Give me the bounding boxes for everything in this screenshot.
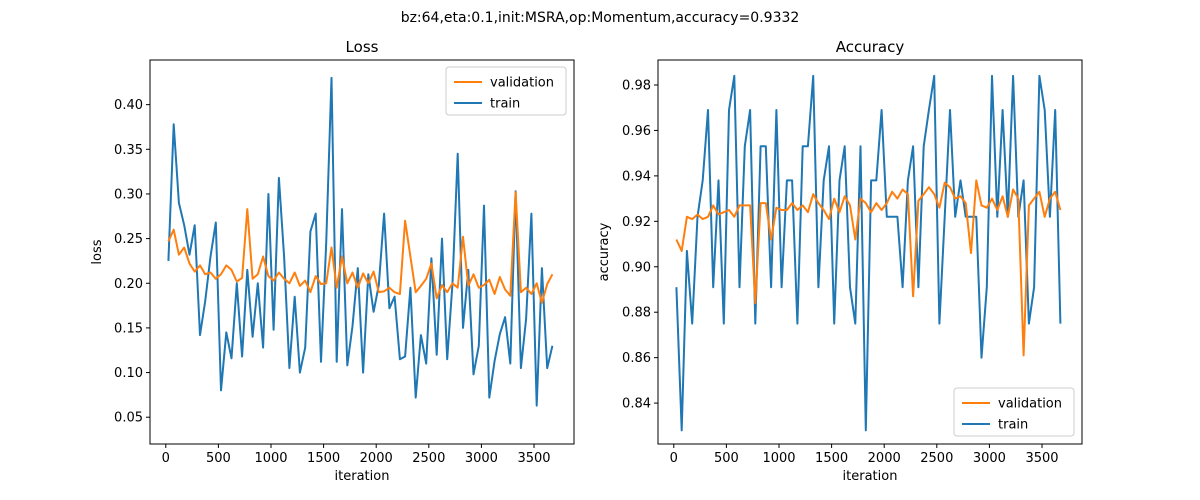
x-tick-label: 500 [206, 451, 231, 466]
y-axis-label: loss [90, 239, 105, 264]
plot-frame [149, 59, 575, 445]
y-tick-label: 0.84 [622, 397, 651, 412]
legend-label-validation: validation [998, 397, 1062, 412]
x-tick-label: 500 [714, 451, 739, 466]
y-tick-label: 0.90 [622, 260, 651, 275]
x-tick-label: 2000 [360, 451, 393, 466]
y-tick-label: 0.15 [114, 321, 143, 336]
legend: validation train [953, 387, 1075, 437]
x-tick-label: 1500 [307, 451, 340, 466]
figure-title: bz:64,eta:0.1,init:MSRA,op:Momentum,accu… [401, 10, 800, 26]
plot-frame [657, 59, 1083, 445]
y-tick-label: 0.96 [622, 124, 651, 139]
loss-chart: Loss 0 500 1000 1500 2000 2500 3000 3500 0.05 0.10… [90, 38, 575, 484]
y-tick-label: 0.94 [622, 169, 651, 184]
y-tick-label: 0.10 [114, 366, 143, 381]
x-tick-label: 3500 [1025, 451, 1058, 466]
legend-label-train: train [490, 97, 520, 112]
legend-label-validation: validation [490, 76, 554, 91]
legend-label-train: train [998, 418, 1028, 433]
x-tick-label: 0 [670, 451, 678, 466]
y-tick-label: 0.05 [114, 411, 143, 426]
series-line-train [675, 74, 1062, 432]
x-tick-label: 1000 [762, 451, 795, 466]
y-tick-label: 0.25 [114, 232, 143, 247]
x-tick-label: 2000 [868, 451, 901, 466]
x-axis-label: iteration [335, 469, 390, 484]
legend: validation train [445, 66, 567, 116]
y-tick-label: 0.40 [114, 98, 143, 113]
series-line-validation [675, 179, 1062, 357]
y-tick-label: 0.88 [622, 306, 651, 321]
x-tick-label: 1500 [815, 451, 848, 466]
x-tick-label: 2500 [920, 451, 953, 466]
accuracy-chart: Accuracy 0 500 1000 1500 2000 2500 3000 3500 0.84… [597, 38, 1083, 484]
y-axis-label: accuracy [597, 222, 612, 281]
y-tick-label: 0.20 [114, 277, 143, 292]
y-tick-label: 0.98 [622, 78, 651, 93]
x-tick-label: 2500 [412, 451, 445, 466]
x-tick-label: 3500 [517, 451, 550, 466]
series-line-validation [167, 191, 554, 304]
y-tick-label: 0.35 [114, 143, 143, 158]
y-tick-label: 0.92 [622, 215, 651, 230]
x-tick-label: 0 [162, 451, 170, 466]
series-line-train [167, 76, 554, 407]
x-tick-label: 3000 [465, 451, 498, 466]
y-tick-label: 0.86 [622, 351, 651, 366]
x-axis-label: iteration [843, 469, 898, 484]
chart-title: Loss [346, 38, 379, 56]
chart-title: Accuracy [836, 38, 905, 56]
y-tick-label: 0.30 [114, 187, 143, 202]
x-tick-label: 3000 [973, 451, 1006, 466]
x-tick-label: 1000 [254, 451, 287, 466]
